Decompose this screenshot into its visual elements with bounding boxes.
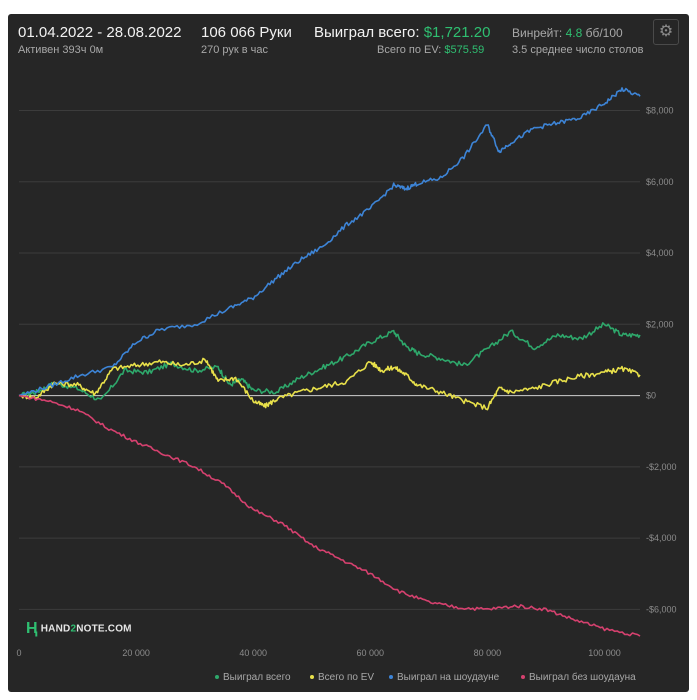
y-axis: -$6,000 -$4,000 -$2,000 $0 $2,000 $4,000 $6,00…: [646, 106, 677, 615]
x-tick-label: 20 000: [122, 648, 150, 658]
ev-total-stat: Всего по EV: $575.59: [377, 44, 484, 56]
legend-dot-icon: [215, 675, 219, 680]
ev-total-value: $575.59: [444, 44, 485, 56]
y-tick-label: $6,000: [646, 177, 674, 187]
avg-tables: 3.5 среднее число столов: [512, 44, 644, 56]
won-total-stat: Выиграл всего: $1,721.20: [314, 24, 490, 41]
winrate-unit: бб/100: [585, 26, 623, 40]
y-tick-label: -$6,000: [646, 604, 677, 614]
x-tick-label: 0: [16, 648, 21, 658]
legend-item-won-total[interactable]: Выиграл всего: [215, 672, 291, 683]
settings-gear-icon[interactable]: ⚙: [653, 19, 679, 45]
x-tick-label: 40 000: [239, 648, 267, 658]
legend-dot-icon: [310, 675, 314, 680]
y-tick-label: $4,000: [646, 248, 674, 258]
grid-lines: [19, 110, 640, 610]
ev-total-label: Всего по EV:: [377, 44, 442, 56]
legend-dot-icon: [521, 675, 525, 680]
y-tick-label: $8,000: [646, 106, 674, 116]
won-total-value: $1,721.20: [423, 24, 491, 41]
y-tick-label: $2,000: [646, 319, 674, 329]
legend-item-non-showdown[interactable]: Выиграл без шоудауна: [521, 672, 636, 683]
y-tick-label: $0: [646, 391, 656, 401]
hand2note-mark-icon: Ⱨ: [26, 620, 38, 637]
x-tick-label: 100 000: [588, 648, 621, 658]
x-tick-label: 60 000: [357, 648, 385, 658]
date-range[interactable]: 01.04.2022 - 28.08.2022: [18, 24, 182, 41]
showdown-line[interactable]: [18, 87, 641, 397]
legend-dot-icon: [389, 675, 393, 680]
y-tick-label: -$4,000: [646, 533, 677, 543]
non-showdown-line[interactable]: [18, 394, 641, 637]
ev-total-line[interactable]: [18, 357, 641, 411]
graph-panel: [8, 14, 689, 692]
hands-count: 106 066 Руки: [201, 24, 292, 41]
x-tick-label: 80 000: [474, 648, 502, 658]
legend-item-showdown[interactable]: Выиграл на шоудауне: [389, 672, 499, 683]
legend-item-ev-total[interactable]: Всего по EV: [310, 672, 374, 683]
hands-per-hour: 270 рук в час: [201, 44, 269, 56]
won-total-label: Выиграл всего:: [314, 24, 420, 41]
winrate-label: Винрейт:: [512, 26, 563, 40]
series-lines: [18, 87, 641, 637]
x-axis: 0 20 000 40 000 60 000 80 000 100 000: [16, 648, 620, 658]
hand2note-logo: Ⱨ HAND2NOTE.COM: [26, 620, 132, 637]
y-tick-label: -$2,000: [646, 462, 677, 472]
won-total-line[interactable]: [18, 322, 641, 401]
winrate-value: 4.8: [565, 26, 583, 40]
winrate-stat: Винрейт: 4.8 бб/100: [512, 26, 623, 40]
active-time: Активен 393ч 0м: [18, 44, 104, 56]
